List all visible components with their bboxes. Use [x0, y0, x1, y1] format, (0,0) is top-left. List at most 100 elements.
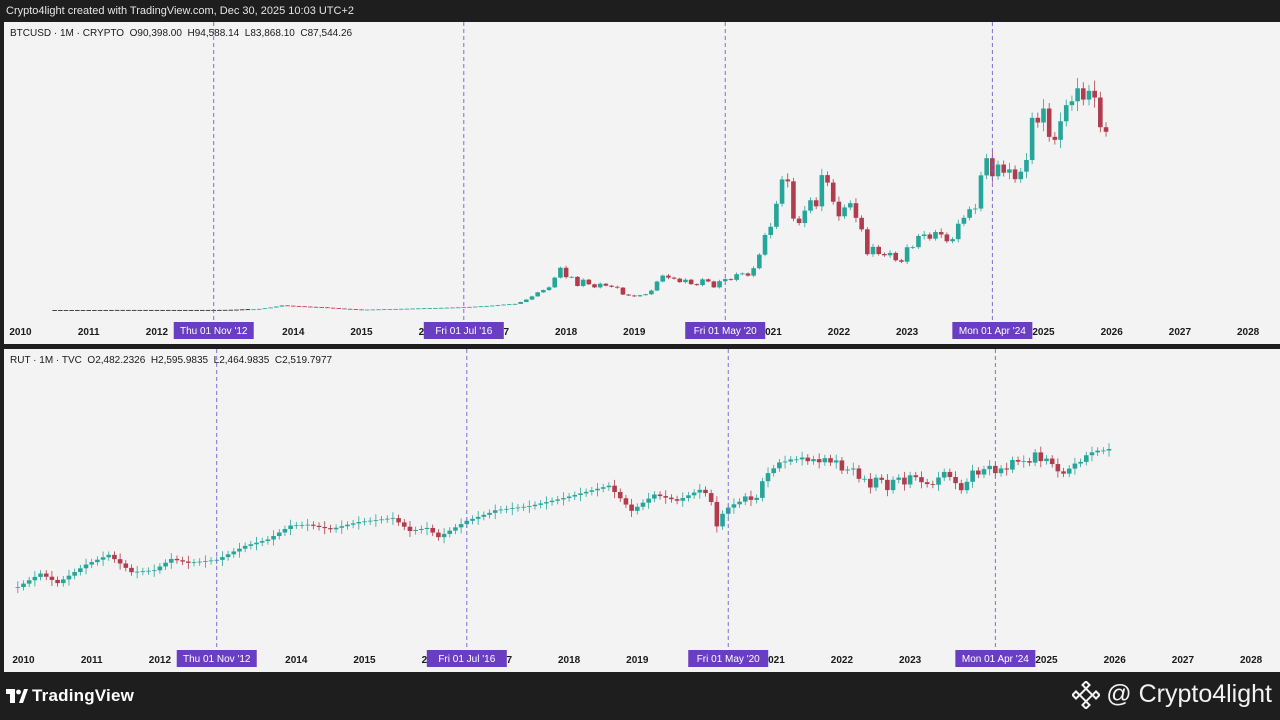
top-caption-bar: Crypto4light created with TradingView.co…: [0, 0, 1280, 22]
rut-date-marker-box: [688, 650, 769, 667]
btc-candle-body: [239, 309, 245, 311]
btc-candle-body: [626, 294, 631, 296]
rut-candle-body: [151, 570, 157, 572]
btc-candle-body: [438, 307, 444, 309]
rut-candle-body: [669, 497, 674, 500]
rut-x-tick-label: 2011: [81, 655, 103, 666]
btc-candle-body: [495, 305, 501, 306]
rut-candle-body: [237, 548, 242, 552]
rut-candle-body: [180, 560, 185, 562]
rut-candle-body: [49, 576, 55, 580]
rut-candle-body: [271, 536, 276, 540]
footer-bar: TradingView @ Crypto4light: [0, 672, 1280, 720]
rut-candle-body: [134, 571, 140, 573]
btc-x-tick-label: 2018: [555, 327, 578, 338]
rut-candle-body: [714, 501, 720, 527]
btc-candle-body: [222, 309, 228, 311]
rut-candle-body: [885, 479, 890, 491]
btc-x-tick-label: 2027: [1169, 327, 1192, 338]
btc-candle-body: [200, 309, 205, 311]
rut-legend: RUT · 1M · TVC O2,482.2326 H2,595.9835 L…: [10, 355, 332, 366]
rut-candle-body: [1032, 452, 1038, 463]
rut-candle-body: [174, 558, 180, 561]
rut-candle-body: [123, 563, 129, 568]
btc-date-marker-label: Mon 01 Apr '24: [959, 326, 1026, 337]
rut-candle-body: [737, 501, 742, 505]
btc-candle-body: [120, 309, 126, 311]
btc-candle-body: [177, 309, 182, 311]
btc-candle-body: [1046, 108, 1052, 137]
btc-candle-body: [836, 201, 842, 217]
rut-candle-body: [1083, 455, 1089, 462]
rut-candle-body: [163, 562, 168, 567]
btc-candle-body: [52, 309, 57, 311]
btc-candle-body: [256, 308, 262, 310]
rut-candle-body: [924, 482, 930, 485]
btc-candle-body: [160, 309, 165, 311]
rut-date-marker-label: Thu 01 Nov '12: [183, 654, 251, 665]
btc-candle-body: [802, 210, 808, 224]
btc-candle-body: [489, 305, 495, 307]
rut-candle-body: [191, 562, 197, 564]
btc-candle-body: [506, 304, 512, 306]
rut-candle-body: [373, 520, 379, 521]
rut-candle-body: [1044, 458, 1049, 462]
rut-candle-body: [129, 567, 134, 573]
btc-candle-body: [444, 307, 450, 309]
btc-candle-body: [183, 309, 188, 311]
btc-candle-body: [620, 287, 626, 295]
tradingview-brand-text: TradingView: [32, 686, 135, 705]
rut-candle-body: [708, 493, 714, 502]
btc-candle-body: [291, 305, 296, 307]
rut-candle-body: [720, 513, 725, 527]
btc-candle-body: [251, 309, 256, 311]
rut-candle-body: [384, 518, 390, 520]
btc-candle-body: [308, 306, 313, 308]
rut-candle-body: [890, 479, 896, 491]
rut-candle-body: [203, 561, 208, 562]
rut-candle-body: [674, 499, 680, 501]
rut-candle-body: [850, 468, 856, 470]
btc-candle-body: [808, 200, 813, 211]
rut-candle-body: [970, 470, 975, 482]
rut-candle-body: [333, 527, 339, 530]
tradingview-logo[interactable]: TradingView: [6, 686, 134, 706]
btc-candle-body: [819, 175, 825, 207]
btcusd-chart[interactable]: 2010201120122013201420152016201720182019…: [4, 22, 1280, 344]
rut-chart-panel[interactable]: 2010201120122013201420152016201720182019…: [4, 349, 1280, 672]
btc-candle-body: [57, 309, 63, 311]
btcusd-chart-panel[interactable]: 2010201120122013201420152016201720182019…: [4, 22, 1280, 344]
btc-candle-body: [313, 306, 319, 308]
btc-candle-body: [234, 309, 239, 311]
btc-candle-body: [273, 306, 279, 308]
rut-candle-body: [646, 498, 651, 503]
rut-candle-body: [1015, 459, 1021, 462]
rut-candle-body: [1010, 459, 1015, 470]
btc-candle-body: [722, 279, 728, 282]
rut-candle-body: [589, 490, 595, 492]
btc-candle-body: [597, 283, 603, 288]
rut-candle-body: [248, 544, 254, 546]
btc-candle-body: [711, 281, 717, 288]
btcusd-symbol-label: BTCUSD · 1M · CRYPTO: [10, 28, 125, 39]
rut-date-marker-label: Fri 01 May '20: [697, 654, 760, 665]
btc-candle-body: [501, 304, 506, 306]
btc-candle-body: [967, 209, 972, 218]
rut-candle-body: [396, 518, 401, 523]
rut-chart[interactable]: 2010201120122013201420152016201720182019…: [4, 349, 1280, 672]
rut-candle-body: [1095, 450, 1100, 453]
btc-candle-body: [393, 308, 398, 310]
btc-candle-body: [103, 309, 109, 311]
rut-candle-body: [941, 471, 947, 478]
btc-candle-body: [603, 283, 609, 286]
btc-candle-body: [1024, 160, 1029, 172]
btc-candle-body: [245, 309, 251, 311]
btc-candle-body: [882, 253, 887, 256]
btc-x-tick-label: 2014: [282, 327, 305, 338]
btc-x-tick-label: 2012: [146, 327, 169, 338]
btc-x-tick-label: 2022: [828, 327, 851, 338]
btc-candle-body: [779, 179, 785, 204]
rut-candle-body: [390, 518, 396, 519]
rut-candle-body: [95, 559, 100, 563]
rut-candle-body: [549, 500, 555, 503]
